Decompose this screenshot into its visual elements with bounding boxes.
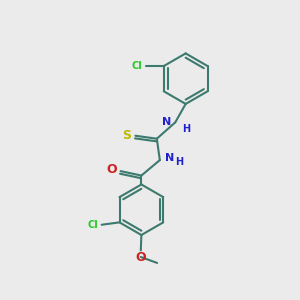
Text: H: H — [175, 157, 183, 166]
Text: N: N — [162, 117, 171, 128]
Text: H: H — [182, 124, 190, 134]
Text: N: N — [165, 153, 174, 163]
Text: O: O — [136, 251, 146, 264]
Text: O: O — [106, 163, 117, 176]
Text: S: S — [122, 129, 131, 142]
Text: Cl: Cl — [131, 61, 142, 71]
Text: Cl: Cl — [87, 220, 98, 230]
